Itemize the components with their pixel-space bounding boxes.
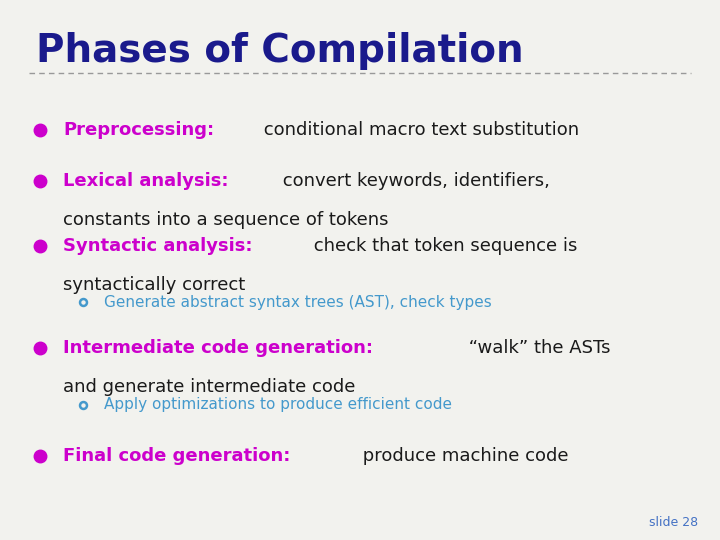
Text: check that token sequence is: check that token sequence is — [308, 237, 577, 255]
Text: Final code generation:: Final code generation: — [63, 447, 291, 465]
Text: slide 28: slide 28 — [649, 516, 698, 529]
Text: Intermediate code generation:: Intermediate code generation: — [63, 339, 374, 357]
Text: Syntactic analysis:: Syntactic analysis: — [63, 237, 253, 255]
Text: syntactically correct: syntactically correct — [63, 275, 246, 294]
Text: Apply optimizations to produce efficient code: Apply optimizations to produce efficient… — [104, 397, 452, 413]
Text: constants into a sequence of tokens: constants into a sequence of tokens — [63, 211, 389, 229]
Text: produce machine code: produce machine code — [356, 447, 568, 465]
Text: Phases of Compilation: Phases of Compilation — [36, 32, 523, 70]
Text: Preprocessing:: Preprocessing: — [63, 120, 215, 139]
Text: “walk” the ASTs: “walk” the ASTs — [464, 339, 611, 357]
Text: convert keywords, identifiers,: convert keywords, identifiers, — [277, 172, 550, 190]
Text: and generate intermediate code: and generate intermediate code — [63, 378, 356, 396]
Text: conditional macro text substitution: conditional macro text substitution — [258, 120, 580, 139]
Text: Generate abstract syntax trees (AST), check types: Generate abstract syntax trees (AST), ch… — [104, 295, 492, 310]
Text: Lexical analysis:: Lexical analysis: — [63, 172, 229, 190]
